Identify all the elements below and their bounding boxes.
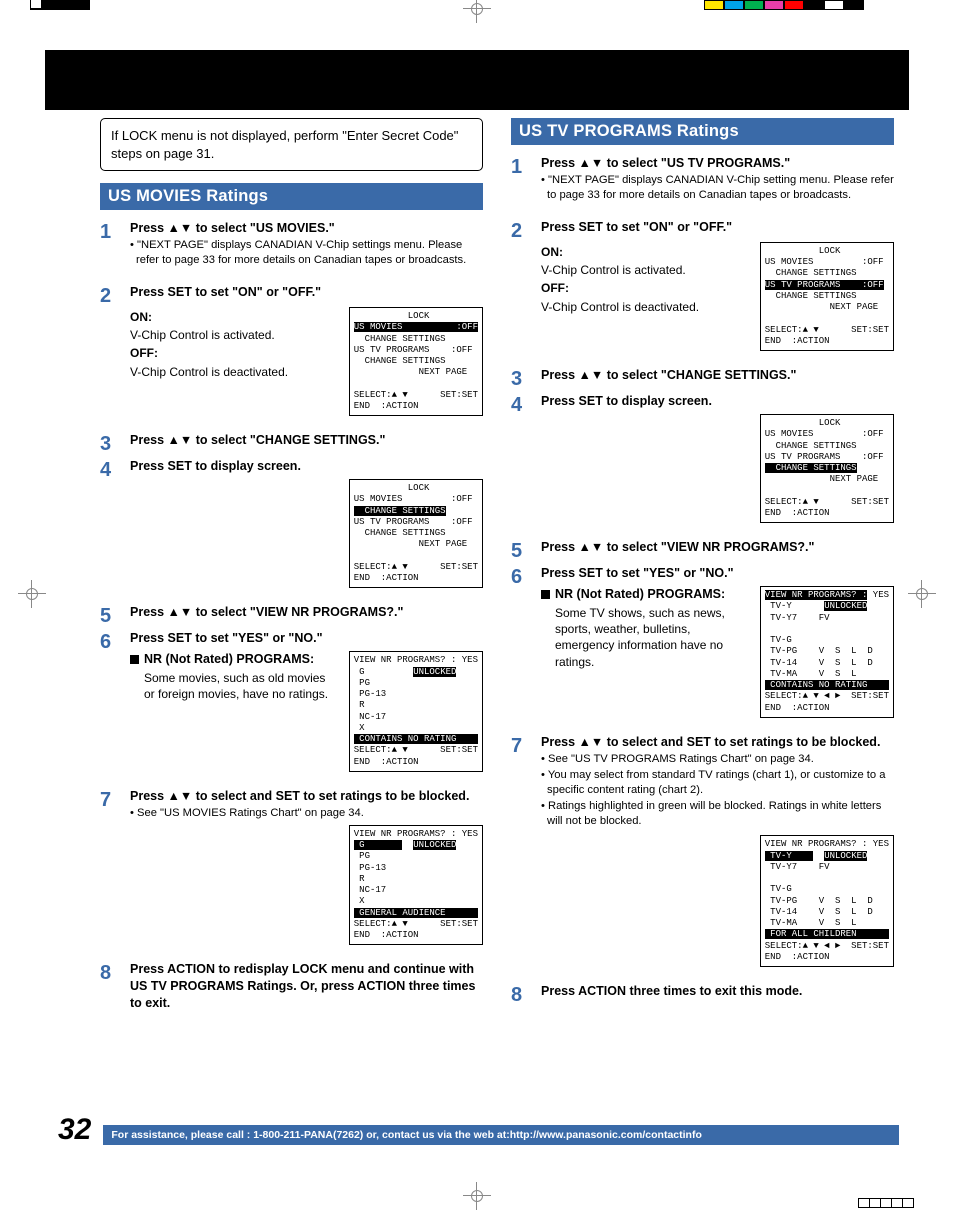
step-num: 5 [511,541,531,561]
step-num: 2 [511,221,531,351]
step-title: Press SET to set "YES" or "NO." [541,565,894,582]
step-title: Press ACTION three times to exit this mo… [541,983,894,1000]
step-num: 6 [511,567,531,718]
osd-lock-usmovies: LOCK US MOVIES :OFF CHANGE SETTINGS US T… [349,307,483,416]
osd-nr-movies: VIEW NR PROGRAMS? : YES G UNLOCKED PG PG… [349,651,483,772]
us-tv-heading: US TV PROGRAMS Ratings [511,118,894,145]
step-title: Press ▲▼ to select "US TV PROGRAMS." [541,155,894,172]
osd-lock-change: LOCK US MOVIES :OFF CHANGE SETTINGS US T… [349,479,483,588]
secret-code-note: If LOCK menu is not displayed, perform "… [100,118,483,171]
crosshair-top-icon [463,0,491,23]
step-title: Press ▲▼ to select "CHANGE SETTINGS." [130,432,483,449]
step-num: 3 [511,369,531,389]
step-num: 5 [100,606,120,626]
text: V-Chip Control is activated. [541,262,750,278]
osd-nr-tv: VIEW NR PROGRAMS? : YES TV-Y UNLOCKED TV… [760,586,894,718]
step-title: Press SET to set "YES" or "NO." [130,630,483,647]
step-num: 3 [100,434,120,454]
nr-heading: NR (Not Rated) PROGRAMS: [541,586,750,603]
step-title: Press ACTION to redisplay LOCK menu and … [130,961,483,1012]
color-bar [704,0,864,10]
step-num: 1 [100,222,120,268]
step-title: Press SET to display screen. [130,458,483,475]
step-title: Press ▲▼ to select "US MOVIES." [130,220,483,237]
step-num: 6 [100,632,120,771]
step-title: Press ▲▼ to select and SET to set rating… [541,734,894,751]
text: Some TV shows, such as news, sports, wea… [555,605,750,670]
step-num: 1 [511,157,531,203]
header-band [45,50,909,110]
step-title: Press ▲▼ to select "VIEW NR PROGRAMS?." [541,539,894,556]
assistance-footer: For assistance, please call : 1-800-211-… [103,1125,899,1145]
registration-bottom [0,1165,954,1205]
nr-heading: NR (Not Rated) PROGRAMS: [130,651,339,668]
osd-tv-block: VIEW NR PROGRAMS? : YES TV-Y UNLOCKED TV… [760,835,894,967]
label-off: OFF: [541,281,569,295]
label-on: ON: [130,310,152,324]
reg-mark-right-bot [859,1195,924,1205]
text: V-Chip Control is activated. [130,327,339,343]
right-column: US TV PROGRAMS Ratings 1 Press ▲▼ to sel… [511,118,894,1022]
step-num: 2 [100,286,120,416]
reg-mark-left [30,0,90,10]
step-num: 8 [100,963,120,1012]
step-title: Press ▲▼ to select "CHANGE SETTINGS." [541,367,894,384]
text: Some movies, such as old movies or forei… [144,670,339,702]
crosshair-right-icon [908,580,936,608]
osd-lock-change-tv: LOCK US MOVIES :OFF CHANGE SETTINGS US T… [760,414,894,523]
osd-lock-ustv: LOCK US MOVIES :OFF CHANGE SETTINGS US T… [760,242,894,351]
label-on: ON: [541,245,563,259]
label-off: OFF: [130,346,158,360]
left-column: If LOCK menu is not displayed, perform "… [100,118,483,1022]
step-num: 7 [100,790,120,945]
step-title: Press SET to set "ON" or "OFF." [541,219,894,236]
crosshair-left-icon [18,580,46,608]
step-title: Press SET to set "ON" or "OFF." [130,284,483,301]
step-bullet: • See "US MOVIES Ratings Chart" on page … [136,806,483,821]
step-title: Press ▲▼ to select "VIEW NR PROGRAMS?." [130,604,483,621]
step-bullet: • "NEXT PAGE" displays CANADIAN V-Chip s… [547,173,894,203]
step-num: 4 [100,460,120,588]
page-number: 32 [58,1115,91,1145]
step-title: Press SET to display screen. [541,393,894,410]
osd-movies-block: VIEW NR PROGRAMS? : YES G UNLOCKED PG PG… [349,825,483,946]
registration-top [0,0,954,40]
step-num: 7 [511,736,531,967]
step-title: Press ▲▼ to select and SET to set rating… [130,788,483,805]
step-bullet: • Ratings highlighted in green will be b… [547,799,894,829]
text: V-Chip Control is deactivated. [541,299,750,315]
step-num: 8 [511,985,531,1005]
step-bullet: • "NEXT PAGE" displays CANADIAN V-Chip s… [136,238,483,268]
step-bullet: • You may select from standard TV rating… [547,768,894,798]
text: V-Chip Control is deactivated. [130,364,339,380]
us-movies-heading: US MOVIES Ratings [100,183,483,210]
step-bullet: • See "US TV PROGRAMS Ratings Chart" on … [547,752,894,767]
step-num: 4 [511,395,531,523]
crosshair-bottom-icon [463,1182,491,1210]
